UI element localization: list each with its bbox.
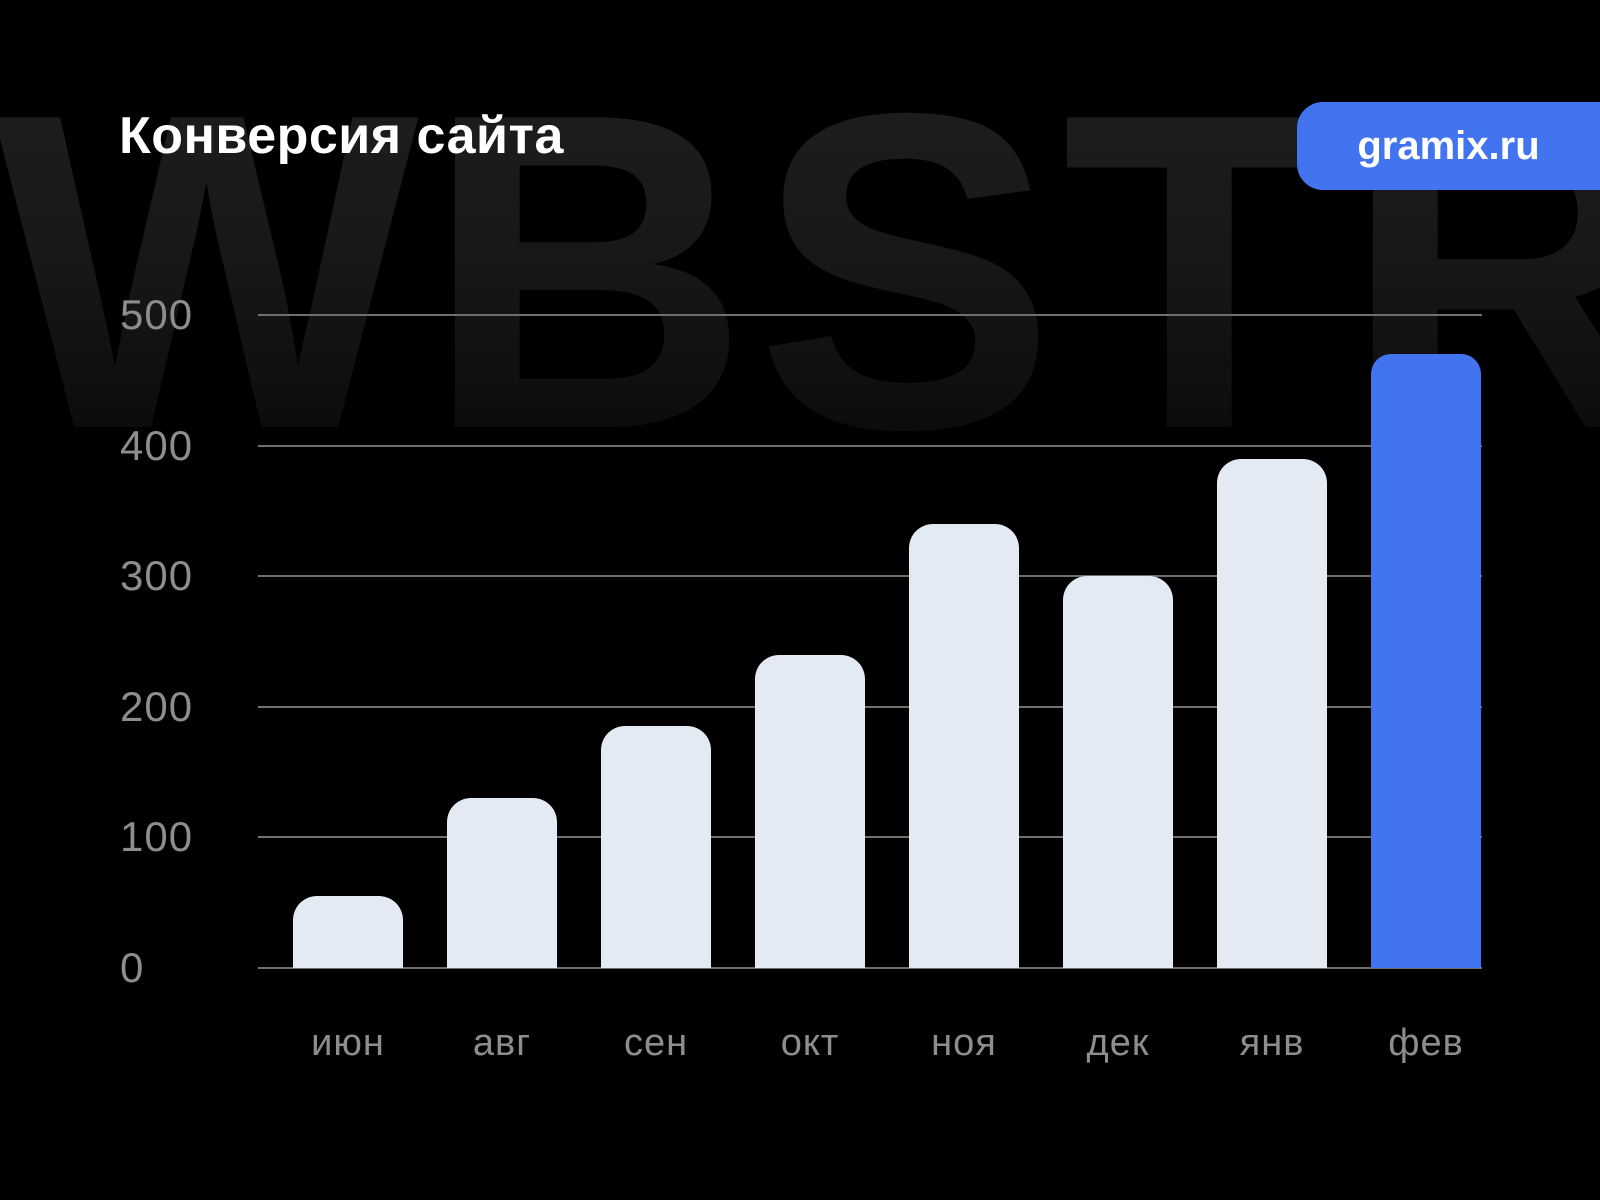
- x-axis-label-авг: авг: [472, 1022, 532, 1064]
- bar-июн: [293, 896, 403, 968]
- gridline-100: [258, 836, 1482, 839]
- bar-авг: [447, 798, 557, 968]
- gridline-0: [258, 967, 1482, 969]
- x-axis-label-окт: окт: [780, 1022, 840, 1064]
- y-axis-label-200: 200: [120, 682, 194, 730]
- x-axis-label-янв: янв: [1239, 1022, 1305, 1064]
- y-axis-label-100: 100: [120, 813, 194, 861]
- bar-янв: [1217, 458, 1327, 968]
- y-axis-label-300: 300: [120, 552, 194, 600]
- x-axis-label-сен: сен: [623, 1022, 689, 1064]
- bar-ноя: [909, 523, 1019, 968]
- x-axis-label-фев: фев: [1388, 1022, 1464, 1064]
- brand-badge-label: gramix.ru: [1357, 123, 1540, 168]
- gridline-200: [258, 705, 1482, 708]
- x-axis-label-июн: июн: [311, 1022, 385, 1064]
- x-axis-label-ноя: ноя: [931, 1022, 997, 1064]
- x-axis-label-дек: дек: [1086, 1022, 1150, 1064]
- bar-окт: [755, 654, 865, 968]
- bar-сен: [601, 726, 711, 968]
- brand-badge[interactable]: gramix.ru: [1297, 102, 1600, 190]
- page-title: Конверсия сайта: [119, 107, 564, 165]
- gridline-300: [258, 575, 1482, 578]
- bar-дек: [1063, 576, 1173, 968]
- y-axis-label-0: 0: [120, 944, 145, 991]
- gridline-400: [258, 444, 1482, 447]
- y-axis-label-400: 400: [120, 421, 194, 469]
- bar-фев: [1371, 354, 1481, 968]
- y-axis-label-500: 500: [120, 291, 194, 338]
- gridline-500: [258, 314, 1482, 316]
